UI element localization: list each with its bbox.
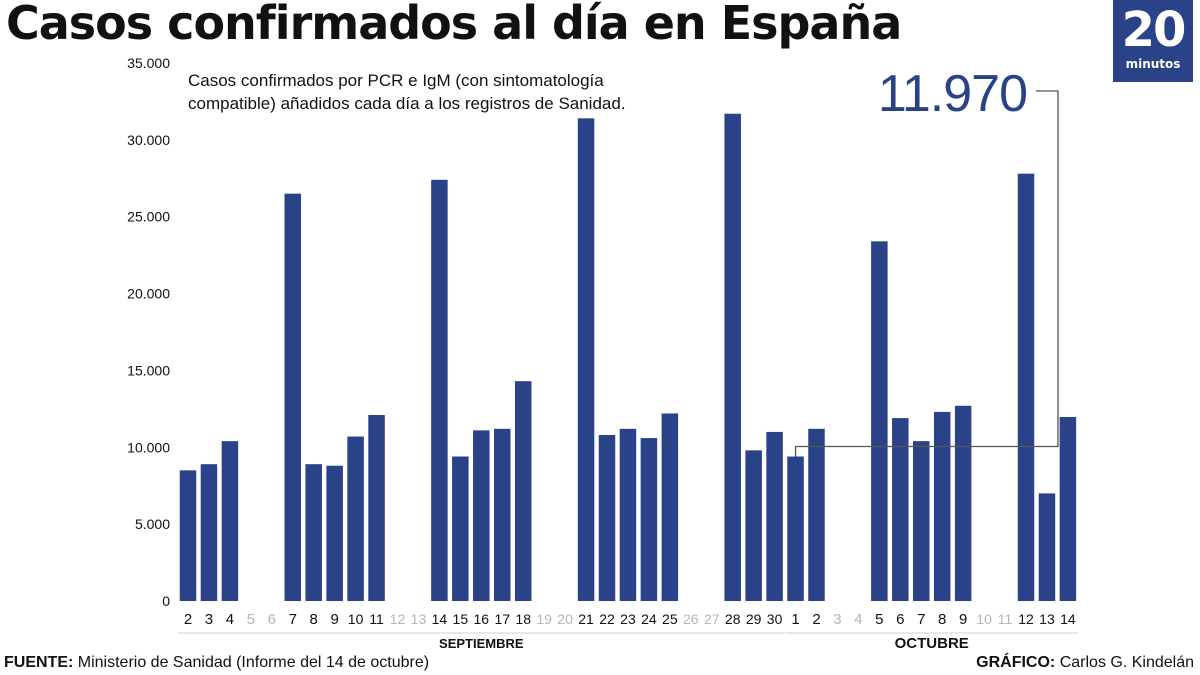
- bar: [284, 193, 301, 601]
- x-tick-label: 14: [1060, 611, 1076, 627]
- y-tick-label: 25.000: [127, 209, 170, 225]
- bar: [808, 428, 825, 601]
- source-text: Ministerio de Sanidad (Informe del 14 de…: [73, 654, 430, 671]
- y-tick-label: 15.000: [127, 362, 170, 378]
- x-tick-label: 6: [896, 611, 904, 628]
- x-tick-label: 5: [875, 611, 883, 628]
- month-label: SEPTIEMBRE: [439, 636, 524, 651]
- highlight-value: 11.970: [878, 65, 1027, 123]
- bar: [431, 179, 448, 601]
- bar: [514, 381, 532, 601]
- bar: [871, 241, 888, 601]
- credit-note: GRÁFICO: Carlos G. Kindelán: [976, 654, 1194, 672]
- x-tick-label: 4: [854, 611, 862, 628]
- x-tick-label: 5: [247, 611, 255, 628]
- x-tick-label: 9: [330, 611, 338, 628]
- x-tick-label: 10: [976, 611, 992, 627]
- bar: [640, 438, 658, 601]
- x-tick-label: 15: [453, 611, 469, 627]
- y-tick-label: 5.000: [135, 516, 170, 532]
- x-tick-label: 6: [268, 611, 276, 628]
- x-tick-label: 8: [938, 611, 946, 628]
- bar: [1017, 173, 1035, 601]
- x-tick-label: 14: [432, 611, 448, 627]
- bar: [913, 441, 930, 601]
- x-tick-label: 13: [411, 611, 427, 627]
- y-tick-label: 35.000: [127, 55, 170, 71]
- bar: [368, 415, 385, 601]
- chart-subtitle: Casos confirmados por PCR e IgM (con sin…: [188, 71, 604, 90]
- x-tick-label: 24: [641, 611, 657, 627]
- credit-label: GRÁFICO:: [976, 654, 1056, 671]
- source-label: FUENTE:: [4, 654, 74, 671]
- bar: [577, 118, 595, 601]
- x-tick-label: 29: [746, 611, 762, 627]
- x-tick-label: 2: [184, 611, 192, 628]
- brand-logo: 20 minutos: [1113, 0, 1193, 82]
- bar: [661, 413, 679, 601]
- y-tick-label: 10.000: [127, 439, 170, 455]
- y-tick-label: 0: [162, 593, 170, 609]
- x-tick-label: 27: [704, 611, 720, 627]
- page-title: Casos confirmados al día en España: [6, 0, 902, 50]
- x-tick-label: 9: [959, 611, 967, 628]
- x-tick-label: 28: [725, 611, 741, 627]
- y-tick-label: 30.000: [127, 132, 170, 148]
- bar: [1059, 417, 1077, 601]
- x-tick-label: 10: [348, 611, 364, 627]
- x-tick-label: 22: [599, 611, 615, 627]
- x-tick-label: 13: [1039, 611, 1055, 627]
- x-tick-label: 3: [205, 611, 213, 628]
- x-tick-label: 12: [390, 611, 406, 627]
- x-tick-label: 3: [833, 611, 841, 628]
- bar: [766, 431, 783, 601]
- logo-number: 20: [1121, 2, 1187, 58]
- x-tick-label: 1: [791, 611, 799, 628]
- bar: [598, 434, 616, 601]
- x-tick-label: 2: [812, 611, 820, 628]
- x-tick-label: 4: [226, 611, 234, 628]
- x-tick-label: 23: [620, 611, 636, 627]
- x-tick-label: 30: [767, 611, 783, 627]
- bar: [745, 450, 762, 601]
- bar: [452, 456, 469, 601]
- x-tick-label: 11: [998, 611, 1013, 627]
- x-tick-label: 8: [310, 611, 318, 628]
- x-tick-label: 18: [515, 611, 531, 627]
- bar: [619, 428, 637, 601]
- bar: [326, 465, 343, 601]
- x-tick-label: 26: [683, 611, 699, 627]
- logo-word: minutos: [1125, 57, 1181, 71]
- bar: [787, 456, 804, 601]
- x-tick-label: 25: [662, 611, 678, 627]
- x-tick-label: 7: [289, 611, 297, 628]
- x-tick-label: 19: [536, 611, 552, 627]
- bar: [724, 113, 741, 602]
- bar: [494, 428, 511, 601]
- bar: [954, 405, 972, 601]
- y-tick-label: 20.000: [127, 286, 170, 302]
- bar: [221, 441, 239, 601]
- x-tick-label: 12: [1018, 611, 1034, 627]
- x-tick-label: 11: [369, 611, 384, 627]
- bar: [892, 418, 909, 601]
- month-label: OCTUBRE: [895, 635, 969, 652]
- x-tick-label: 20: [557, 611, 573, 627]
- credit-text: Carlos G. Kindelán: [1055, 654, 1194, 671]
- bar: [473, 430, 490, 601]
- x-tick-label: 16: [474, 611, 490, 627]
- x-tick-label: 7: [917, 611, 925, 628]
- bar: [305, 464, 322, 601]
- chart-subtitle: compatible) añadidos cada día a los regi…: [188, 94, 626, 113]
- source-note: FUENTE: Ministerio de Sanidad (Informe d…: [4, 654, 429, 672]
- bar: [933, 411, 951, 601]
- x-tick-label: 21: [578, 611, 594, 627]
- bar: [347, 436, 364, 601]
- bar: [200, 464, 218, 601]
- bar: [179, 470, 197, 601]
- x-tick-label: 17: [494, 611, 510, 627]
- bar: [1038, 493, 1056, 601]
- highlight-leader-line: [794, 90, 1059, 457]
